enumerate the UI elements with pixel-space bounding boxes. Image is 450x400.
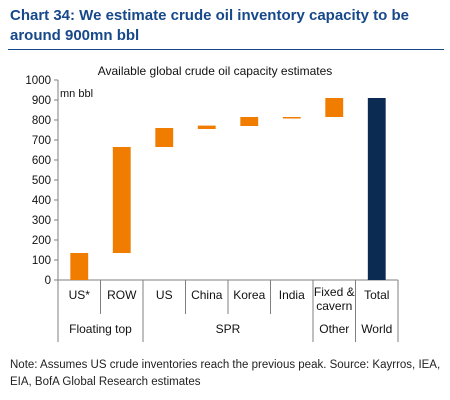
y-tick-label: 800 [32,115,51,127]
bar-3 [155,128,174,147]
plot-area: 0 100 200 300 400 500 600 700 800 900 1000 US* ROW US… [25,75,399,342]
category-label: US* [69,288,91,302]
category-label: China [191,288,223,302]
y-tick-label: 100 [32,255,51,267]
group-label: SPR [216,322,241,336]
category-label: ROW [107,288,137,302]
bar-5 [240,117,259,126]
group-label: Other [319,322,349,336]
y-tick-label: 600 [32,155,51,167]
y-tick-label: 300 [32,215,51,227]
title-divider [8,49,444,50]
bar-4 [197,125,216,129]
category-label: India [279,288,305,302]
footnote: Note: Assumes US crude inventories reach… [10,359,441,388]
y-tick-label: 500 [32,175,51,187]
bar-6 [282,117,301,119]
category-label: Total [364,288,389,302]
category-label-line2: cavern [316,299,352,313]
chart-subtitle: Available global crude oil capacity esti… [98,64,333,78]
y-axis-label: mn bbl [60,88,93,100]
category-label-line1: Fixed & [314,285,355,299]
y-tick-label: 900 [32,95,51,107]
y-tick-label: 700 [32,135,51,147]
bar-1 [70,253,89,280]
bar-7 [325,98,344,117]
y-tick-label: 400 [32,195,51,207]
group-label: Floating top [69,322,132,336]
y-tick-label: 200 [32,235,51,247]
y-tick-label: 0 [45,275,51,287]
y-tick-label: 1000 [25,75,51,87]
bar-8 [367,98,386,280]
category-label: US [156,288,173,302]
chart-title: Chart 34: We estimate crude oil inventor… [10,7,410,44]
group-label: World [361,322,392,336]
category-label: Korea [233,288,265,302]
bar-2 [112,147,131,253]
